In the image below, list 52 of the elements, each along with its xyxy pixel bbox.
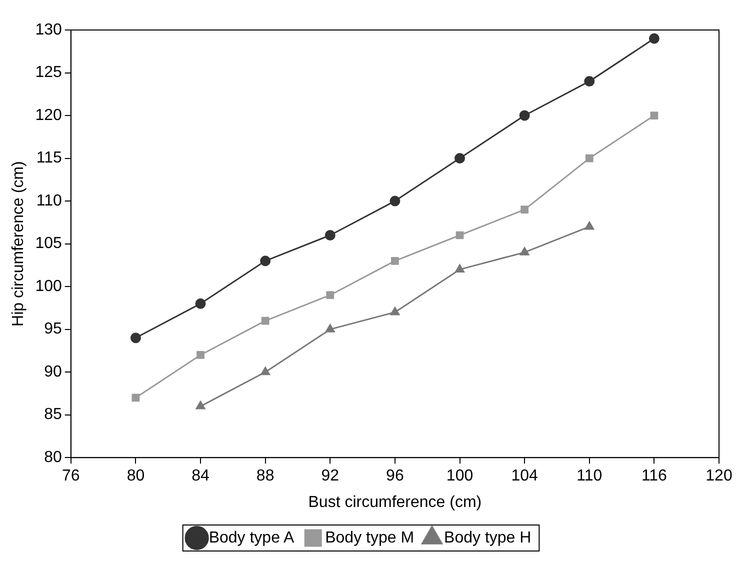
point bbox=[585, 154, 594, 162]
point bbox=[456, 231, 464, 240]
point bbox=[391, 256, 399, 265]
y-tick-label: 90 bbox=[44, 363, 62, 380]
x-tick-label: 100 bbox=[446, 468, 474, 485]
point bbox=[132, 394, 140, 402]
point bbox=[390, 306, 400, 316]
point bbox=[648, 33, 660, 44]
x-tick-label: 92 bbox=[321, 468, 340, 485]
y-tick-label: 95 bbox=[44, 320, 62, 338]
x-tick-label: 76 bbox=[62, 468, 80, 485]
point bbox=[455, 264, 464, 272]
x-tick-label: 80 bbox=[126, 468, 145, 485]
x-tick-label: 120 bbox=[706, 468, 732, 485]
y-axis-title: Hip circumference (cm) bbox=[10, 161, 28, 326]
y-tick-label: 100 bbox=[35, 278, 62, 295]
y-tick-label: 110 bbox=[36, 192, 62, 210]
point bbox=[130, 332, 141, 344]
point bbox=[261, 316, 270, 325]
x-tick-label: 84 bbox=[192, 468, 210, 485]
y-tick-label: 115 bbox=[36, 150, 62, 167]
point bbox=[520, 206, 528, 214]
point bbox=[584, 221, 594, 230]
point bbox=[196, 351, 204, 359]
y-tick-label: 105 bbox=[35, 235, 62, 252]
point bbox=[584, 76, 595, 87]
point bbox=[390, 196, 400, 206]
point bbox=[454, 153, 466, 164]
point bbox=[326, 291, 334, 300]
point bbox=[324, 230, 336, 240]
y-tick-label: 80 bbox=[44, 449, 62, 466]
point bbox=[195, 298, 206, 309]
point bbox=[260, 366, 270, 376]
y-tick-label: 130 bbox=[35, 21, 62, 38]
y-tick-label: 120 bbox=[35, 106, 62, 124]
point bbox=[520, 247, 530, 256]
legend-label: Body type M bbox=[325, 529, 414, 546]
point bbox=[260, 256, 271, 266]
point bbox=[196, 401, 206, 410]
x-tick-label: 96 bbox=[386, 468, 404, 485]
point bbox=[325, 324, 335, 332]
x-tick-label: 104 bbox=[511, 468, 538, 485]
point bbox=[650, 112, 658, 120]
y-tick-label: 125 bbox=[35, 64, 62, 82]
legend-label: Body type A bbox=[208, 529, 295, 546]
y-tick-label: 85 bbox=[44, 406, 62, 424]
x-tick-label: 110 bbox=[576, 468, 602, 485]
x-tick-label: 116 bbox=[641, 468, 668, 485]
x-axis-title: Bust circumference (cm) bbox=[308, 494, 482, 511]
point bbox=[519, 110, 530, 121]
x-tick-label: 88 bbox=[256, 468, 274, 485]
legend-label: Body type H bbox=[444, 529, 532, 546]
